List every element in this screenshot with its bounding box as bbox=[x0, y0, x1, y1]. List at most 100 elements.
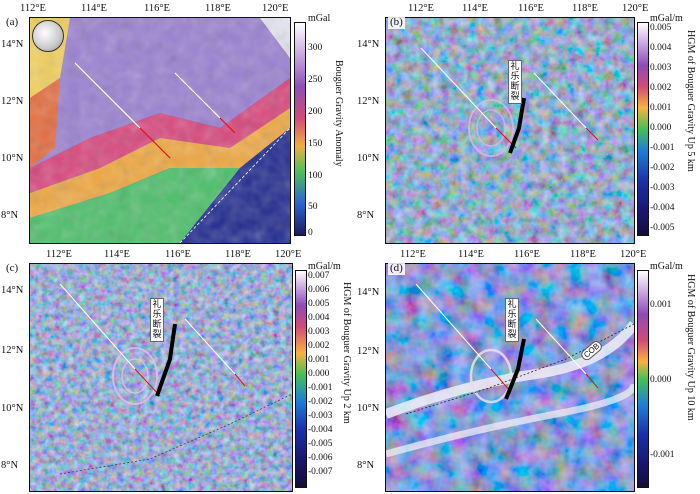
colorbar bbox=[295, 270, 307, 488]
map-frame bbox=[29, 17, 291, 244]
colorbar-title: HGM of Bouguer Gravity Up 10 km bbox=[685, 274, 696, 421]
colorbar-unit: mGal/m bbox=[308, 261, 341, 272]
colorbar-tick: 300 bbox=[308, 43, 323, 53]
y-tick: 12°N bbox=[1, 96, 24, 107]
x-tick: 116°E bbox=[144, 3, 170, 14]
bouguer-anomaly-map bbox=[30, 18, 290, 243]
colorbar-title: HGM of Bouguer Gravity Up 2 km bbox=[341, 282, 352, 424]
x-tick: 120°E bbox=[622, 3, 649, 14]
fault-line bbox=[490, 368, 512, 393]
x-tick: 112°E bbox=[46, 249, 72, 260]
x-tick: 114°E bbox=[81, 3, 107, 14]
colorbar-tick: 0.006 bbox=[308, 285, 330, 295]
y-tick: 10°N bbox=[1, 403, 24, 414]
colorbar-tick: 250 bbox=[308, 75, 323, 85]
colorbar-tick: -0.002 bbox=[308, 397, 333, 407]
x-tick: 116°E bbox=[518, 3, 544, 14]
panel-label: (d) bbox=[388, 262, 405, 275]
colorbar-tick: 0.000 bbox=[308, 369, 330, 379]
y-tick: 14°N bbox=[357, 287, 380, 298]
colorbar-tick: -0.007 bbox=[308, 467, 333, 477]
fault-line bbox=[59, 283, 136, 370]
boundary-line bbox=[179, 127, 290, 243]
colorbar-tick: 0.004 bbox=[308, 313, 330, 323]
fault-line bbox=[535, 318, 587, 375]
hgm-5km-map bbox=[386, 18, 634, 243]
colorbar-tick: 0.007 bbox=[308, 271, 330, 281]
colorbar-tick: -0.002 bbox=[650, 163, 675, 173]
y-tick: 12°N bbox=[1, 345, 24, 356]
y-tick: 12°N bbox=[357, 346, 380, 357]
fault-line bbox=[585, 127, 599, 141]
colorbar-tick: -0.005 bbox=[650, 223, 675, 233]
fault-line bbox=[234, 373, 246, 387]
boundary-line bbox=[59, 393, 292, 475]
x-tick: 114°E bbox=[104, 249, 130, 260]
fault-line bbox=[184, 318, 236, 375]
y-tick: 14°N bbox=[1, 39, 24, 50]
panel-label: (a) bbox=[4, 16, 21, 29]
x-tick: 114°E bbox=[458, 249, 484, 260]
fault-line bbox=[585, 373, 599, 389]
colorbar-tick: 0.001 bbox=[308, 355, 330, 365]
fault-line bbox=[134, 368, 161, 397]
colorbar-tick: -0.001 bbox=[650, 143, 675, 153]
x-tick: 116°E bbox=[514, 249, 540, 260]
boundary-line bbox=[405, 323, 634, 415]
fault-line bbox=[508, 97, 526, 154]
boundary-line bbox=[425, 137, 634, 229]
fault-line bbox=[504, 338, 526, 400]
colorbar bbox=[637, 22, 649, 236]
colorbar-tick: 50 bbox=[308, 202, 318, 212]
y-tick: 8°N bbox=[357, 460, 375, 471]
x-tick: 120°E bbox=[262, 3, 289, 14]
colorbar-tick: -0.001 bbox=[650, 450, 675, 460]
colorbar-tick: 0.001 bbox=[650, 103, 672, 113]
colorbar-tick: 0.001 bbox=[650, 300, 672, 310]
colorbar-tick: 0.002 bbox=[650, 83, 672, 93]
y-tick: 8°N bbox=[357, 210, 375, 221]
x-tick: 116°E bbox=[165, 249, 191, 260]
x-tick: 118°E bbox=[572, 3, 598, 14]
colorbar-title: HGM of Bouguer Gravity Up 5 km bbox=[685, 30, 696, 172]
x-tick: 120°E bbox=[275, 249, 302, 260]
fault-line bbox=[533, 72, 587, 129]
colorbar-unit: mGal/m bbox=[650, 13, 683, 24]
colorbar bbox=[294, 22, 306, 236]
colorbar bbox=[637, 270, 649, 488]
colorbar-tick: -0.003 bbox=[650, 183, 675, 193]
colorbar-tick: 0.004 bbox=[650, 43, 672, 53]
colorbar-tick: 150 bbox=[308, 139, 323, 149]
colorbar-tick: -0.005 bbox=[308, 439, 333, 449]
y-tick: 8°N bbox=[1, 460, 19, 471]
fault-name-label: 礼乐断裂 bbox=[505, 298, 519, 342]
colorbar-tick: 0.005 bbox=[650, 23, 672, 33]
colorbar-tick: -0.001 bbox=[308, 383, 333, 393]
colorbar-tick: 100 bbox=[308, 171, 323, 181]
fault-line bbox=[139, 127, 171, 159]
fault-line bbox=[219, 117, 236, 134]
colorbar-tick: -0.004 bbox=[650, 203, 675, 213]
colorbar-tick: 0 bbox=[308, 228, 313, 238]
y-tick: 12°N bbox=[357, 96, 380, 107]
y-tick: 10°N bbox=[357, 153, 380, 164]
panel-label: (c) bbox=[4, 262, 21, 275]
fault-line bbox=[74, 62, 141, 129]
x-tick: 118°E bbox=[570, 249, 596, 260]
y-tick: 8°N bbox=[1, 210, 19, 221]
x-tick: 112°E bbox=[400, 249, 426, 260]
y-tick: 10°N bbox=[1, 153, 24, 164]
fault-name-label: 礼乐断裂 bbox=[508, 60, 522, 104]
colorbar-tick: 0.000 bbox=[650, 375, 672, 385]
colorbar-tick: 0.003 bbox=[650, 63, 672, 73]
fault-line bbox=[420, 47, 497, 129]
colorbar-tick: -0.003 bbox=[308, 411, 333, 421]
colorbar-tick: -0.004 bbox=[308, 425, 333, 435]
colorbar-tick: -0.006 bbox=[308, 453, 333, 463]
globe-inset-icon bbox=[32, 20, 64, 52]
x-tick: 118°E bbox=[205, 3, 231, 14]
colorbar-unit: mGal bbox=[308, 13, 331, 24]
colorbar-unit: mGal/m bbox=[650, 261, 683, 272]
fault-line bbox=[155, 323, 177, 397]
panel-label: (b) bbox=[388, 16, 405, 29]
